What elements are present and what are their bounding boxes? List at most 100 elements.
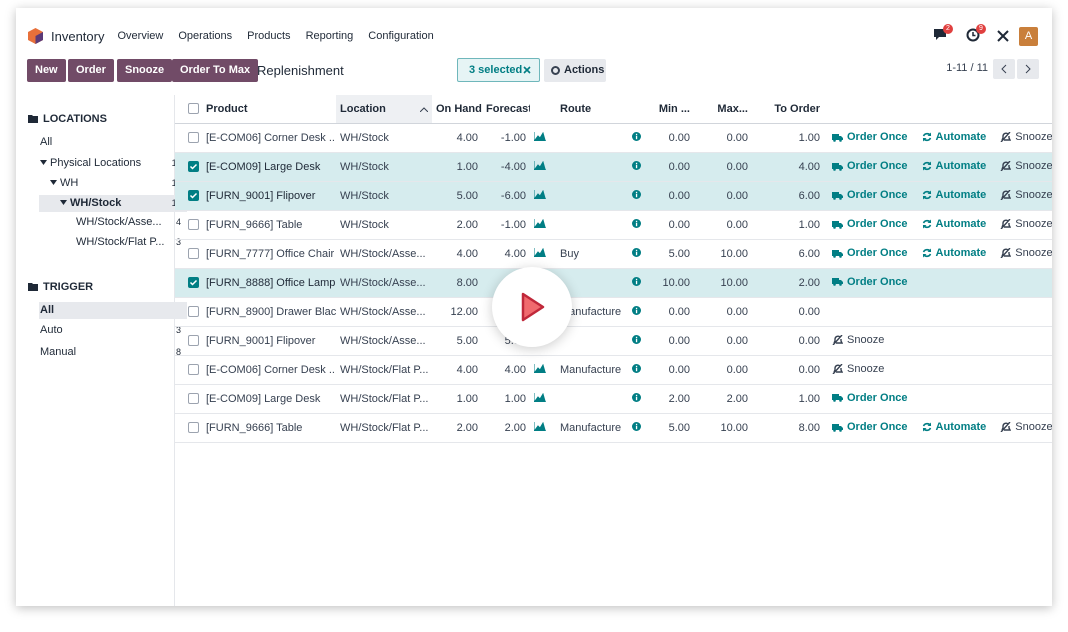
sidebar-item[interactable]: Physical Locations11 bbox=[39, 155, 187, 172]
sidebar-item[interactable]: WH/Stock/Flat P... 3 bbox=[39, 234, 187, 251]
sidebar-item[interactable]: WH11 bbox=[39, 175, 187, 192]
menu-item[interactable]: Overview bbox=[117, 30, 164, 42]
min-qty: 5.00 bbox=[650, 413, 694, 443]
table-row[interactable]: [FURN_9666] Table WH/Stock 2.00 -1.00 0.00 0.… bbox=[175, 210, 1052, 240]
row-action[interactable]: Automate bbox=[922, 246, 987, 259]
table-row[interactable]: [FURN_8888] Office Lamp WH/Stock/Asse... 8… bbox=[175, 268, 1052, 298]
column-header[interactable]: Product bbox=[202, 95, 336, 124]
table-row[interactable]: [FURN_8900] Drawer Black WH/Stock/Asse...… bbox=[175, 297, 1052, 327]
button[interactable]: Order To Max bbox=[172, 59, 259, 82]
pager-next[interactable] bbox=[1017, 59, 1039, 79]
sidebar-item[interactable]: All bbox=[39, 134, 187, 151]
on-hand: 5.00 bbox=[432, 326, 482, 356]
column-header[interactable]: Max... bbox=[694, 95, 752, 124]
row-action[interactable]: Automate bbox=[922, 160, 986, 172]
menu-item[interactable]: Products bbox=[247, 30, 291, 42]
row-checkbox[interactable] bbox=[188, 161, 199, 172]
row-action[interactable]: Snooze bbox=[1000, 131, 1052, 143]
menu-item[interactable]: Configuration bbox=[368, 30, 434, 42]
table-row[interactable]: [FURN_7777] Office Chair WH/Stock/Asse...… bbox=[175, 239, 1052, 269]
table-row[interactable]: [E-COM09] Large Desk WH/Stock 1.00 -4.00 0.0… bbox=[175, 152, 1052, 182]
route bbox=[556, 210, 628, 240]
on-hand: 2.00 bbox=[432, 210, 482, 240]
chat-icon[interactable]: 2 bbox=[933, 24, 953, 44]
row-action[interactable]: Snooze bbox=[1000, 218, 1052, 230]
row-action[interactable]: Order Once bbox=[832, 392, 908, 404]
sidebar-item[interactable]: Manual 8 bbox=[39, 344, 187, 361]
sidebar-item[interactable]: WH/Stock/Asse... 4 bbox=[39, 214, 187, 231]
on-hand: 5.00 bbox=[432, 181, 482, 211]
row-actions: Order Once Automate Snooze bbox=[824, 123, 1052, 153]
row-checkbox[interactable] bbox=[188, 306, 199, 317]
on-hand: 1.00 bbox=[432, 152, 482, 182]
actions-button[interactable]: Actions bbox=[544, 59, 606, 82]
column-header[interactable]: Forecast bbox=[482, 95, 530, 124]
sidebar-item[interactable]: Auto 3 bbox=[39, 322, 187, 339]
row-action-label: Order Once bbox=[847, 275, 908, 288]
row-action[interactable]: Order Once bbox=[832, 421, 908, 433]
video-play-button[interactable] bbox=[492, 267, 572, 347]
row-action[interactable]: Snooze bbox=[1000, 189, 1052, 201]
button[interactable]: New bbox=[27, 59, 66, 82]
table-row[interactable]: [FURN_9001] Flipover WH/Stock/Asse... 5.00… bbox=[175, 326, 1052, 356]
row-action[interactable]: Automate bbox=[922, 218, 986, 230]
row-checkbox[interactable] bbox=[188, 248, 199, 259]
button[interactable]: Snooze bbox=[117, 59, 173, 82]
column-header[interactable]: To Order bbox=[752, 95, 824, 124]
tools-icon[interactable] bbox=[997, 30, 1009, 45]
on-hand: 4.00 bbox=[432, 355, 482, 385]
row-checkbox-cell bbox=[175, 326, 202, 356]
row-action[interactable]: Order Once bbox=[832, 218, 908, 230]
column-header[interactable]: Min ... bbox=[650, 95, 694, 124]
table-row[interactable]: [E-COM06] Corner Desk ... WH/Stock/Flat P… bbox=[175, 355, 1052, 385]
row-checkbox[interactable] bbox=[188, 277, 199, 288]
column-header[interactable]: On Hand bbox=[432, 95, 482, 124]
button[interactable]: Order bbox=[68, 59, 114, 82]
row-action-label: Snooze bbox=[1015, 420, 1052, 433]
row-action[interactable]: Snooze bbox=[1000, 160, 1052, 172]
sidebar-item[interactable]: WH/Stock11 bbox=[39, 195, 187, 212]
row-checkbox[interactable] bbox=[188, 132, 199, 143]
row-checkbox[interactable] bbox=[188, 393, 199, 404]
column-header[interactable]: Route bbox=[556, 95, 628, 124]
row-checkbox[interactable] bbox=[188, 364, 199, 375]
sidebar-item[interactable]: All bbox=[39, 302, 187, 319]
row-action[interactable]: Snooze bbox=[1000, 421, 1052, 433]
row-action-label: Order Once bbox=[847, 189, 908, 201]
row-checkbox[interactable] bbox=[188, 190, 199, 201]
row-action[interactable]: Automate bbox=[922, 421, 986, 433]
info-icon bbox=[628, 413, 650, 443]
app-name[interactable]: Inventory bbox=[51, 28, 105, 44]
column-header[interactable]: Location bbox=[336, 95, 432, 124]
avatar[interactable]: A bbox=[1019, 27, 1038, 46]
row-action[interactable]: Snooze bbox=[832, 334, 884, 346]
row-action[interactable]: Order Once bbox=[832, 131, 908, 143]
row-action[interactable]: Order Once bbox=[832, 276, 908, 288]
table-row[interactable]: [FURN_9001] Flipover WH/Stock 5.00 -6.00 0.0… bbox=[175, 181, 1052, 211]
actions-label: Actions bbox=[564, 64, 605, 76]
row-checkbox-cell bbox=[175, 268, 202, 298]
table-row[interactable]: [E-COM06] Corner Desk ... WH/Stock 4.00 -1.… bbox=[175, 123, 1052, 153]
menu-item[interactable]: Operations bbox=[178, 30, 233, 42]
row-action[interactable]: Order Once bbox=[832, 189, 908, 201]
location: WH/Stock/Flat P... bbox=[336, 384, 432, 414]
row-checkbox[interactable] bbox=[188, 422, 199, 433]
row-action[interactable]: Order Once bbox=[832, 160, 908, 172]
row-action[interactable]: Snooze bbox=[1000, 247, 1052, 259]
row-checkbox[interactable] bbox=[188, 219, 199, 230]
table-row[interactable]: [FURN_9666] Table WH/Stock/Flat P... 2.00 2… bbox=[175, 413, 1052, 443]
activity-icon[interactable]: 9 bbox=[966, 24, 986, 45]
pager-prev[interactable] bbox=[993, 59, 1015, 79]
row-action[interactable]: Automate bbox=[922, 131, 986, 143]
sidebar-label: WH/Stock/Asse... bbox=[76, 216, 162, 228]
menu-item[interactable]: Reporting bbox=[305, 30, 354, 42]
row-action[interactable]: Order Once bbox=[832, 247, 908, 259]
row-action[interactable]: Snooze bbox=[832, 363, 884, 375]
row-checkbox[interactable] bbox=[188, 335, 199, 346]
row-action[interactable]: Automate bbox=[922, 189, 986, 201]
row-action-label: Automate bbox=[935, 246, 987, 259]
route bbox=[556, 123, 628, 153]
table-row[interactable]: [E-COM09] Large Desk WH/Stock/Flat P... 1.… bbox=[175, 384, 1052, 414]
header-checkbox[interactable] bbox=[175, 95, 202, 124]
selection-pill[interactable]: 3 selected bbox=[457, 58, 540, 82]
